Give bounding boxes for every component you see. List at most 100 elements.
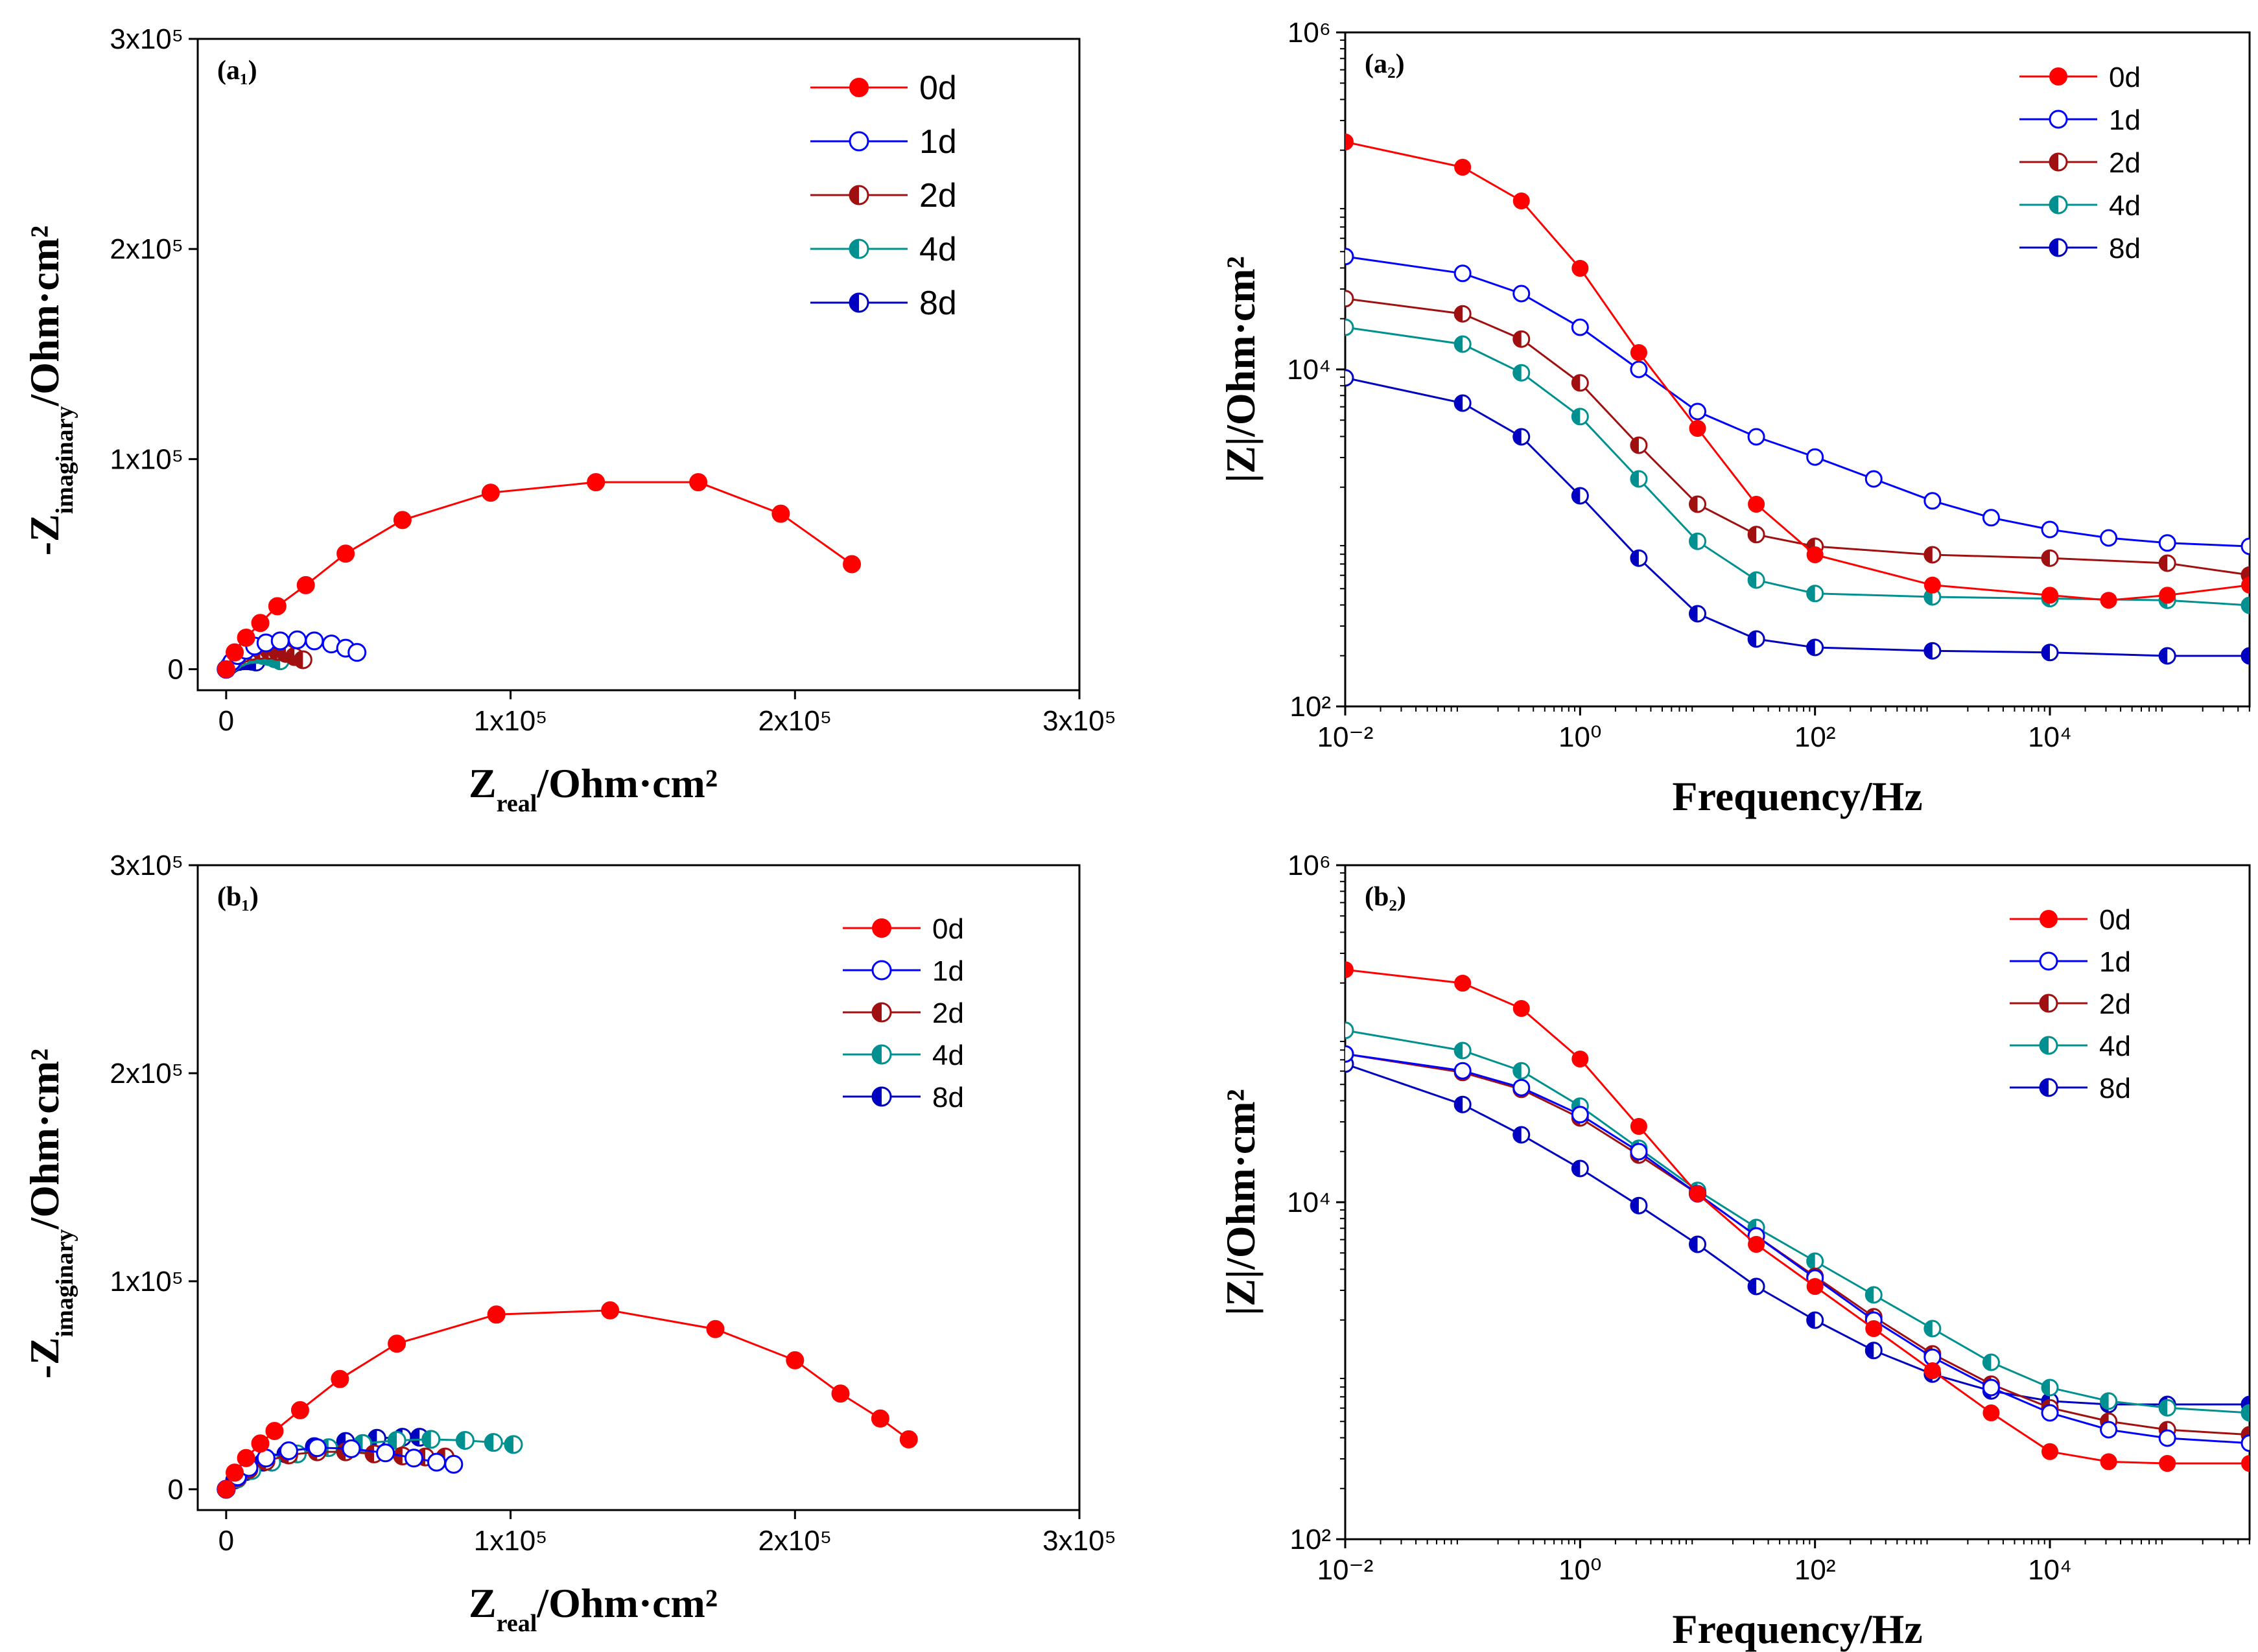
data-point-4d [1345, 318, 1354, 336]
data-point-0d [706, 1320, 725, 1338]
data-point-8d [1806, 1311, 1824, 1329]
data-point-2d [293, 650, 312, 669]
legend-marker-4d [2049, 195, 2068, 215]
data-point-0d [1630, 344, 1647, 361]
data-point-0d [831, 1384, 850, 1403]
data-point-1d [1689, 402, 1707, 421]
legend: 0d 1d 2d 4d 8d [843, 913, 964, 1113]
data-point-4d [1453, 335, 1472, 353]
data-point-0d [1454, 159, 1472, 176]
data-point-1d [288, 630, 307, 649]
legend-label-1d: 1d [919, 123, 957, 161]
data-point-0d [226, 1463, 244, 1482]
data-point-0d [226, 643, 244, 662]
data-point-8d [1630, 1196, 1648, 1215]
data-point-1d [2100, 1421, 2118, 1439]
legend-marker-4d [849, 238, 869, 259]
data-point-1d [1512, 285, 1531, 303]
data-point-4d [1689, 532, 1707, 550]
data-point-0d [237, 1448, 255, 1467]
x-tick-label: 10⁴ [2028, 1554, 2072, 1586]
data-point-0d [2159, 1455, 2176, 1472]
legend-label-0d: 0d [2099, 904, 2131, 936]
legend-label-1d: 1d [932, 955, 964, 987]
legend-label-1d: 1d [2099, 946, 2131, 978]
data-point-0d [1454, 975, 1472, 992]
data-point-1d [1345, 1045, 1354, 1063]
x-tick-label: 3x10⁵ [1042, 705, 1116, 737]
data-point-2d [2041, 549, 2059, 567]
data-point-8d [1747, 630, 1765, 648]
data-point-0d [2241, 576, 2250, 594]
y-axis-label: -Zimaginary/Ohm·cm² [21, 1049, 78, 1379]
data-point-0d [237, 628, 255, 647]
data-point-1d [1571, 318, 1589, 336]
data-point-0d [771, 504, 790, 523]
legend-label-8d: 8d [2099, 1073, 2131, 1104]
x-tick-label: 0 [218, 705, 234, 737]
data-point-0d [1806, 1278, 1824, 1295]
y-tick-label: 0 [168, 1474, 183, 1506]
y-tick-label: 0 [168, 654, 183, 686]
data-point-1d [1982, 1379, 2000, 1397]
data-point-8d [1571, 487, 1589, 505]
data-point-0d [290, 1401, 309, 1419]
data-point-4d [1923, 1320, 1942, 1338]
data-point-1d [1806, 448, 1824, 466]
y-tick-label: 1x10⁵ [110, 1266, 183, 1297]
data-point-2d [1747, 526, 1765, 544]
data-point-1d [1453, 1062, 1472, 1080]
data-point-0d [217, 1480, 235, 1498]
legend-marker-2d [849, 185, 869, 205]
data-point-0d [1748, 496, 1765, 513]
y-tick-label: 2x10⁵ [110, 233, 183, 265]
x-tick-label: 10² [1794, 1554, 1836, 1586]
data-point-4d [1630, 470, 1648, 488]
x-tick-label: 3x10⁵ [1042, 1525, 1116, 1557]
data-point-1d [2041, 1404, 2059, 1422]
legend-marker-1d [849, 131, 869, 152]
x-axis-label: Frequency/Hz [1672, 773, 1922, 819]
data-point-2d [1345, 290, 1354, 308]
data-point-8d [1571, 1159, 1589, 1178]
legend-marker-1d [2049, 110, 2068, 129]
data-point-1d [2158, 1429, 2176, 1447]
x-tick-label: 10⁰ [1558, 721, 1602, 753]
legend-label-0d: 0d [919, 69, 957, 107]
data-point-0d [265, 1422, 284, 1441]
data-point-4d [1512, 364, 1531, 382]
data-point-0d [296, 576, 315, 594]
y-tick-label: 10⁶ [1288, 17, 1331, 49]
data-point-0d [481, 483, 500, 502]
legend-label-0d: 0d [2109, 62, 2141, 93]
data-point-0d [251, 614, 270, 633]
data-point-1d [270, 631, 290, 651]
data-point-0d [2041, 587, 2059, 604]
data-point-8d [1689, 1235, 1707, 1253]
data-point-8d [2240, 647, 2250, 665]
legend-label-4d: 4d [932, 1040, 964, 1071]
data-point-4d [1806, 1252, 1824, 1270]
legend-marker-0d [849, 78, 869, 97]
x-tick-label: 10⁰ [1558, 1554, 1602, 1586]
data-point-4d [421, 1430, 441, 1449]
legend-marker-8d [2049, 238, 2068, 257]
plot-area [1345, 134, 2250, 665]
x-tick-label: 10⁻² [1317, 721, 1374, 753]
x-tick-label: 10⁴ [2028, 721, 2072, 753]
x-axis-label: Frequency/Hz [1672, 1606, 1922, 1652]
legend-label-0d: 0d [932, 913, 964, 945]
data-point-1d [2240, 537, 2250, 555]
legend-marker-0d [2040, 910, 2058, 928]
y-tick-label: 1x10⁵ [110, 443, 183, 475]
data-point-0d [388, 1334, 406, 1353]
data-point-0d [1512, 192, 1530, 209]
data-point-0d [2241, 1455, 2250, 1472]
data-point-4d [1864, 1286, 1883, 1304]
x-tick-label: 2x10⁵ [758, 705, 832, 737]
legend-marker-1d [871, 960, 892, 981]
legend-marker-1d [2039, 951, 2058, 971]
data-point-0d [1571, 1051, 1589, 1067]
panel-b2: 10⁻² 10⁰ 10² 10⁴ 10² 10⁴ 10⁶ (b₂) Frequency/Hz |Z… [1217, 850, 2251, 1652]
data-point-8d [1689, 605, 1707, 623]
